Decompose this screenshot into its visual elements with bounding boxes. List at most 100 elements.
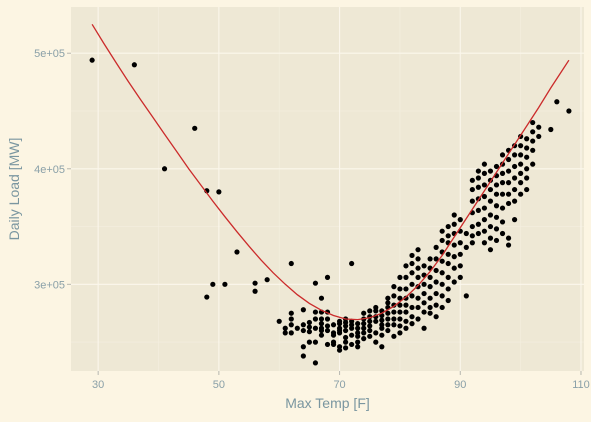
- data-point: [336, 330, 343, 336]
- data-point: [300, 307, 306, 313]
- data-point: [264, 277, 270, 283]
- data-point: [409, 293, 415, 299]
- data-point: [300, 353, 306, 359]
- data-point: [361, 321, 367, 327]
- data-point: [475, 221, 481, 227]
- y-tick-label: 3e+05: [34, 279, 65, 291]
- data-point: [373, 308, 379, 314]
- data-point: [511, 152, 518, 158]
- data-point: [433, 302, 439, 308]
- data-point: [288, 260, 294, 267]
- data-point: [421, 325, 427, 331]
- data-point: [463, 293, 469, 299]
- data-point: [505, 242, 512, 248]
- data-point: [367, 327, 373, 334]
- data-point: [252, 280, 258, 286]
- data-point: [252, 288, 258, 294]
- data-point: [499, 191, 506, 197]
- data-point: [439, 258, 445, 264]
- data-point: [192, 125, 198, 131]
- data-point: [216, 189, 222, 195]
- data-point: [397, 323, 403, 329]
- data-point: [409, 260, 415, 267]
- data-point: [318, 316, 325, 322]
- data-point: [349, 332, 355, 338]
- data-point: [475, 175, 481, 181]
- data-point: [306, 329, 312, 335]
- data-point: [475, 168, 481, 174]
- data-point: [475, 184, 481, 190]
- data-point: [397, 302, 403, 308]
- data-point: [367, 323, 373, 329]
- data-point: [361, 310, 367, 316]
- data-point: [409, 304, 415, 311]
- data-point: [89, 57, 95, 63]
- y-axis-ticks: 3e+05 4e+05 5e+05: [34, 48, 71, 291]
- data-point: [421, 263, 427, 269]
- data-point: [421, 309, 427, 315]
- data-point: [481, 240, 488, 246]
- data-point: [518, 143, 524, 149]
- data-point: [415, 304, 421, 311]
- data-point: [487, 186, 494, 193]
- data-point: [391, 322, 397, 328]
- data-point: [457, 263, 463, 269]
- data-point: [439, 304, 445, 311]
- data-point: [433, 279, 439, 285]
- data-point: [343, 323, 349, 329]
- data-point: [379, 317, 385, 323]
- data-point: [330, 322, 337, 328]
- data-point: [415, 256, 421, 262]
- data-point: [487, 223, 494, 230]
- data-point: [355, 339, 361, 345]
- data-point: [385, 300, 391, 306]
- data-point: [481, 182, 488, 188]
- data-point: [524, 186, 530, 193]
- data-point: [397, 286, 403, 292]
- plot-panel: [71, 7, 584, 371]
- data-point: [367, 308, 373, 314]
- data-point: [409, 281, 415, 287]
- data-point: [330, 332, 337, 338]
- data-point: [318, 327, 325, 334]
- data-point: [391, 333, 397, 339]
- data-point: [343, 334, 349, 341]
- data-point: [403, 286, 409, 292]
- data-point: [511, 175, 518, 181]
- data-point: [457, 240, 463, 246]
- data-point: [409, 252, 415, 259]
- data-point: [499, 230, 506, 237]
- data-point: [300, 344, 306, 350]
- fit-line: [91, 23, 570, 321]
- x-tick-label: 110: [572, 379, 590, 391]
- data-point: [530, 138, 536, 144]
- data-point: [403, 318, 409, 324]
- data-point: [234, 249, 240, 255]
- data-point: [361, 336, 367, 342]
- data-point: [439, 293, 445, 299]
- data-point: [415, 295, 421, 301]
- data-point: [524, 166, 530, 172]
- data-point: [451, 212, 457, 218]
- data-point: [445, 274, 451, 280]
- data-point: [288, 322, 294, 328]
- data-point: [445, 297, 451, 304]
- data-point: [487, 198, 494, 204]
- data-point: [312, 316, 319, 322]
- data-point: [409, 270, 415, 276]
- data-point: [469, 223, 475, 230]
- data-point: [373, 318, 379, 324]
- data-point: [427, 274, 433, 280]
- data-point: [385, 327, 391, 334]
- data-point: [493, 191, 500, 197]
- data-point: [415, 316, 421, 322]
- data-point: [385, 316, 391, 322]
- data-point: [439, 270, 445, 276]
- data-point: [445, 260, 451, 267]
- data-point: [445, 286, 451, 292]
- data-point: [445, 223, 451, 230]
- data-point: [505, 235, 512, 241]
- data-point: [403, 274, 409, 280]
- data-point: [481, 217, 488, 223]
